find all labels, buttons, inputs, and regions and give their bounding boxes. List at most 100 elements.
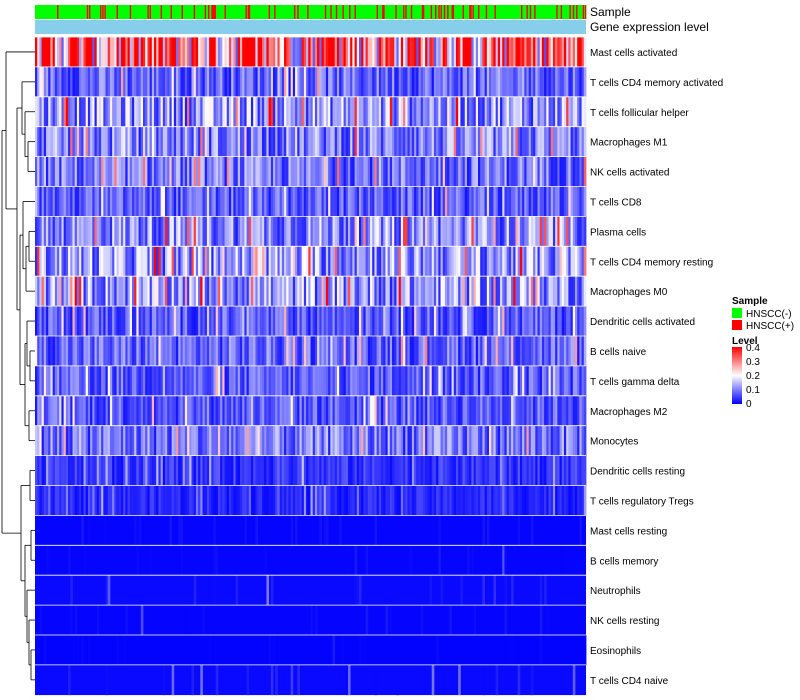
heatmap-cell — [79, 306, 82, 337]
heatmap-cell — [522, 96, 525, 127]
heatmap-cell — [482, 126, 486, 157]
heatmap-cell — [85, 485, 89, 516]
heatmap-cell — [248, 96, 252, 127]
heatmap-cell — [378, 37, 382, 68]
heatmap-cell — [312, 186, 316, 217]
heatmap-cell — [264, 216, 267, 247]
heatmap-cell — [297, 306, 300, 337]
heatmap-cell — [352, 455, 355, 486]
heatmap-cell — [63, 306, 67, 337]
heatmap-cell — [535, 96, 538, 127]
heatmap-cell — [224, 276, 228, 307]
heatmap-cell — [114, 336, 117, 367]
heatmap-cell — [330, 156, 333, 187]
heatmap-cell — [46, 306, 49, 337]
heatmap-cell — [204, 306, 208, 337]
heatmap-cell — [184, 425, 188, 456]
heatmap-cell — [204, 126, 208, 157]
heatmap-cell — [387, 126, 391, 157]
heatmap-cell — [400, 246, 404, 277]
heatmap-cell — [398, 276, 402, 307]
heatmap-cell — [105, 276, 109, 307]
heatmap-cell — [389, 246, 393, 277]
heatmap-cell — [277, 216, 281, 247]
heatmap-cell — [336, 186, 340, 217]
heatmap-cell — [486, 425, 490, 456]
heatmap-cell — [431, 276, 435, 307]
legend-label-hnscc-pos: HNSCC(+) — [746, 321, 794, 332]
heatmap-cell — [169, 276, 173, 307]
heatmap-cell — [116, 455, 120, 486]
annotation-sample-positive-mark — [248, 5, 251, 19]
heatmap-cell — [248, 365, 252, 397]
heatmap-cell — [244, 336, 247, 367]
heatmap-cell — [427, 425, 430, 456]
row-label: T cells CD4 memory activated — [590, 78, 723, 89]
heatmap-cell — [35, 395, 38, 426]
heatmap-cell — [480, 306, 483, 337]
heatmap-cell — [374, 664, 378, 696]
heatmap-cell — [478, 246, 481, 277]
heatmap-cell — [440, 216, 444, 247]
heatmap-cell — [224, 216, 228, 247]
heatmap-cell — [500, 425, 503, 456]
heatmap-cell — [504, 455, 508, 486]
heatmap-cell — [363, 395, 366, 426]
heatmap-cell — [557, 455, 560, 486]
heatmap-cell — [63, 425, 67, 456]
heatmap-cell — [76, 425, 80, 456]
heatmap-cell — [469, 425, 472, 456]
heatmap-cell — [162, 246, 166, 277]
heatmap-cell — [392, 276, 395, 307]
heatmap-cell — [180, 216, 184, 247]
heatmap-cell — [92, 395, 95, 426]
heatmap-cell — [125, 246, 128, 277]
heatmap-cell — [250, 246, 254, 277]
heatmap-cell — [250, 395, 254, 426]
heatmap-cell — [409, 306, 413, 337]
heatmap-cell — [231, 216, 234, 247]
heatmap-cell — [116, 635, 120, 666]
heatmap-cell — [517, 276, 521, 307]
heatmap-cell — [136, 336, 139, 367]
heatmap-cell — [140, 365, 144, 397]
heatmap-cell — [107, 485, 111, 516]
heatmap-cell — [233, 66, 236, 98]
heatmap-cell — [180, 156, 184, 187]
heatmap-cell — [508, 246, 512, 277]
heatmap-cell — [156, 425, 159, 456]
heatmap-cell — [118, 455, 122, 486]
heatmap-cell — [524, 216, 527, 247]
heatmap-cell — [581, 246, 585, 277]
heatmap-cell — [539, 395, 543, 426]
heatmap-cell — [449, 126, 452, 157]
heatmap-cell — [39, 186, 43, 217]
heatmap-cell — [341, 276, 344, 307]
heatmap-cell — [508, 455, 512, 486]
heatmap-cell — [138, 37, 142, 68]
heatmap-cell — [570, 156, 574, 187]
annotation-sample-positive-mark — [293, 5, 296, 19]
heatmap-cell — [489, 306, 492, 337]
heatmap-cell — [217, 186, 221, 217]
heatmap-cell — [502, 395, 505, 426]
heatmap-cell — [281, 306, 285, 337]
heatmap-cell — [98, 126, 102, 157]
heatmap-cell — [328, 126, 331, 157]
heatmap-cell — [431, 306, 435, 337]
heatmap-cell — [235, 66, 239, 98]
heatmap-cell — [292, 66, 296, 98]
heatmap-cell — [220, 96, 223, 127]
heatmap-cell — [48, 276, 51, 307]
heatmap-cell — [478, 276, 481, 307]
heatmap-cell — [504, 485, 508, 516]
heatmap-cell — [539, 216, 543, 247]
heatmap-cell — [154, 485, 157, 516]
heatmap-cell — [129, 126, 133, 157]
heatmap-cell — [458, 246, 461, 277]
heatmap-cell — [81, 635, 84, 666]
heatmap-cell — [193, 276, 197, 307]
heatmap-cell — [396, 336, 400, 367]
heatmap-cell — [332, 126, 336, 157]
heatmap-cell — [416, 246, 419, 277]
